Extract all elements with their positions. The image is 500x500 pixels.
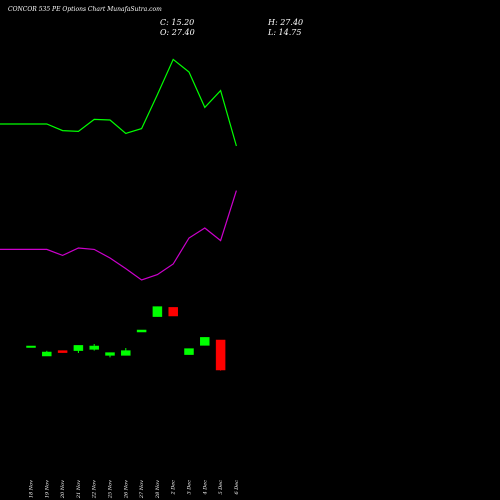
x-tick-label: 4 Dec — [202, 480, 208, 496]
candle-body — [26, 345, 36, 348]
x-tick-label: 22 Nov — [92, 480, 98, 499]
x-tick-label: 20 Nov — [60, 480, 66, 499]
x-tick-label: 21 Nov — [76, 480, 82, 499]
candle-body — [136, 329, 147, 333]
x-tick-label: 2 Dec — [171, 480, 177, 496]
x-tick-label: 25 Nov — [108, 480, 114, 499]
x-tick-label: 5 Dec — [218, 480, 224, 495]
candle-body — [152, 306, 163, 317]
x-tick-label: 19 Nov — [44, 480, 50, 498]
open-value: O: 27.40 — [160, 28, 195, 37]
x-tick-label: 27 Nov — [139, 480, 145, 499]
x-tick-label: 18 Nov — [29, 480, 35, 498]
high-value: H: 27.40 — [268, 18, 304, 27]
candle-body — [168, 307, 178, 317]
low-value: L: 14.75 — [268, 28, 302, 37]
candle-body — [184, 348, 194, 355]
candle-body — [105, 352, 115, 356]
candle-body — [215, 339, 226, 371]
upper-band-line — [0, 58, 237, 147]
close-value: C: 15.20 — [160, 18, 195, 27]
candle-body — [42, 351, 52, 357]
candle-body — [57, 350, 68, 353]
x-tick-label: 3 Dec — [187, 480, 193, 495]
candle-body — [121, 350, 131, 356]
x-tick-label: 28 Nov — [155, 480, 161, 499]
candle-body — [200, 337, 210, 346]
lower-band-line — [0, 190, 237, 281]
candle-body — [73, 345, 84, 351]
x-tick-label: 26 Nov — [123, 480, 129, 499]
x-tick-label: 6 Dec — [234, 480, 240, 495]
candle-body — [89, 345, 99, 350]
chart-title: CONCOR 535 PE Options Chart MunafaSutra.… — [8, 6, 162, 13]
